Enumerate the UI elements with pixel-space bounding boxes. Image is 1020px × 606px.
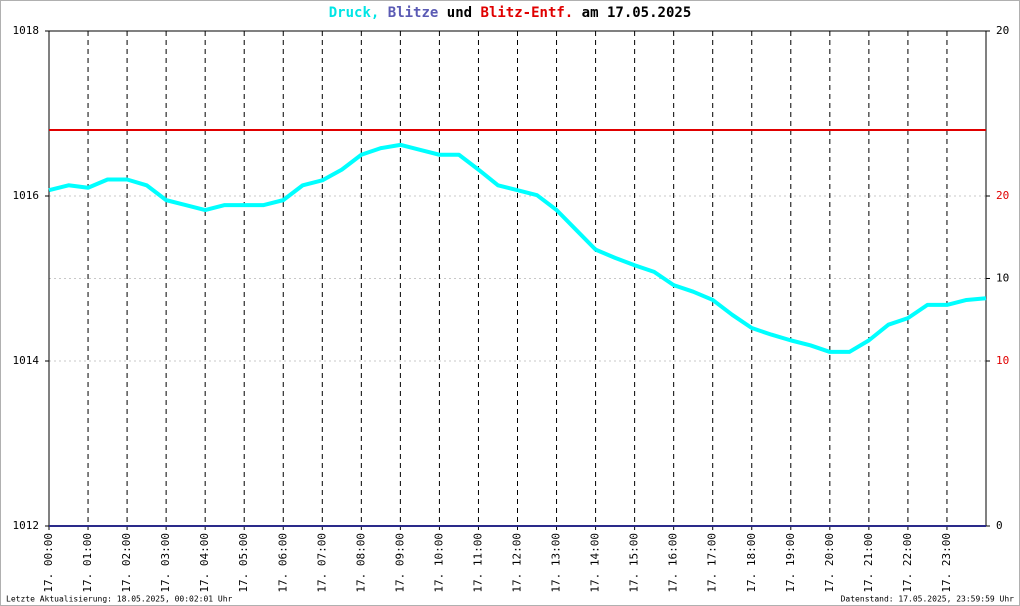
data-line [48,142,987,354]
title-part: Blitz-Entf. [481,5,574,21]
y-tick-label: 10 [996,272,1009,285]
title-part: Blitze [388,5,439,21]
y-tick-label: 1012 [13,519,40,532]
x-tick-label: 17. 07:00 [315,533,328,593]
x-tick-label: 17. 13:00 [550,533,563,593]
title-part: Druck, [329,5,380,21]
x-tick-label: 17. 05:00 [237,533,250,593]
x-tick-label: 17. 08:00 [354,533,367,593]
x-tick-label: 17. 23:00 [940,533,953,593]
x-tick-label: 17. 21:00 [862,533,875,593]
y-tick-label: 0 [996,519,1003,532]
x-tick-label: 17. 02:00 [120,533,133,593]
x-tick-label: 17. 03:00 [159,533,172,593]
footer-left: Letzte Aktualisierung: 18.05.2025, 00:02… [6,595,233,604]
y-tick-label: 1016 [13,189,40,202]
x-tick-label: 17. 01:00 [81,533,94,593]
y-tick-label: 10 [996,354,1009,367]
footer-right: Datenstand: 17.05.2025, 23:59:59 Uhr [841,595,1015,604]
x-tick-label: 17. 10:00 [432,533,445,593]
y-tick-label: 1014 [13,354,40,367]
x-tick-label: 17. 11:00 [471,533,484,593]
chart-title: Druck, Blitze und Blitz-Entf. am 17.05.2… [329,5,692,21]
x-tick-label: 17. 19:00 [784,533,797,593]
title-part: am 17.05.2025 [582,5,692,21]
y-tick-label: 1018 [13,24,40,37]
x-tick-label: 17. 16:00 [667,533,680,593]
y-tick-label: 20 [996,24,1009,37]
x-tick-label: 17. 04:00 [198,533,211,593]
x-tick-label: 17. 17:00 [706,533,719,593]
y-tick-label: 20 [996,189,1009,202]
x-tick-label: 17. 22:00 [901,533,914,593]
x-tick-label: 17. 20:00 [823,533,836,593]
x-tick-label: 17. 15:00 [628,533,641,593]
x-tick-label: 17. 00:00 [42,533,55,593]
x-tick-label: 17. 09:00 [393,533,406,593]
x-tick-label: 17. 14:00 [589,533,602,593]
x-tick-label: 17. 12:00 [511,533,524,593]
x-tick-label: 17. 06:00 [276,533,289,593]
x-tick-label: 17. 18:00 [745,533,758,593]
title-part: und [447,5,472,21]
